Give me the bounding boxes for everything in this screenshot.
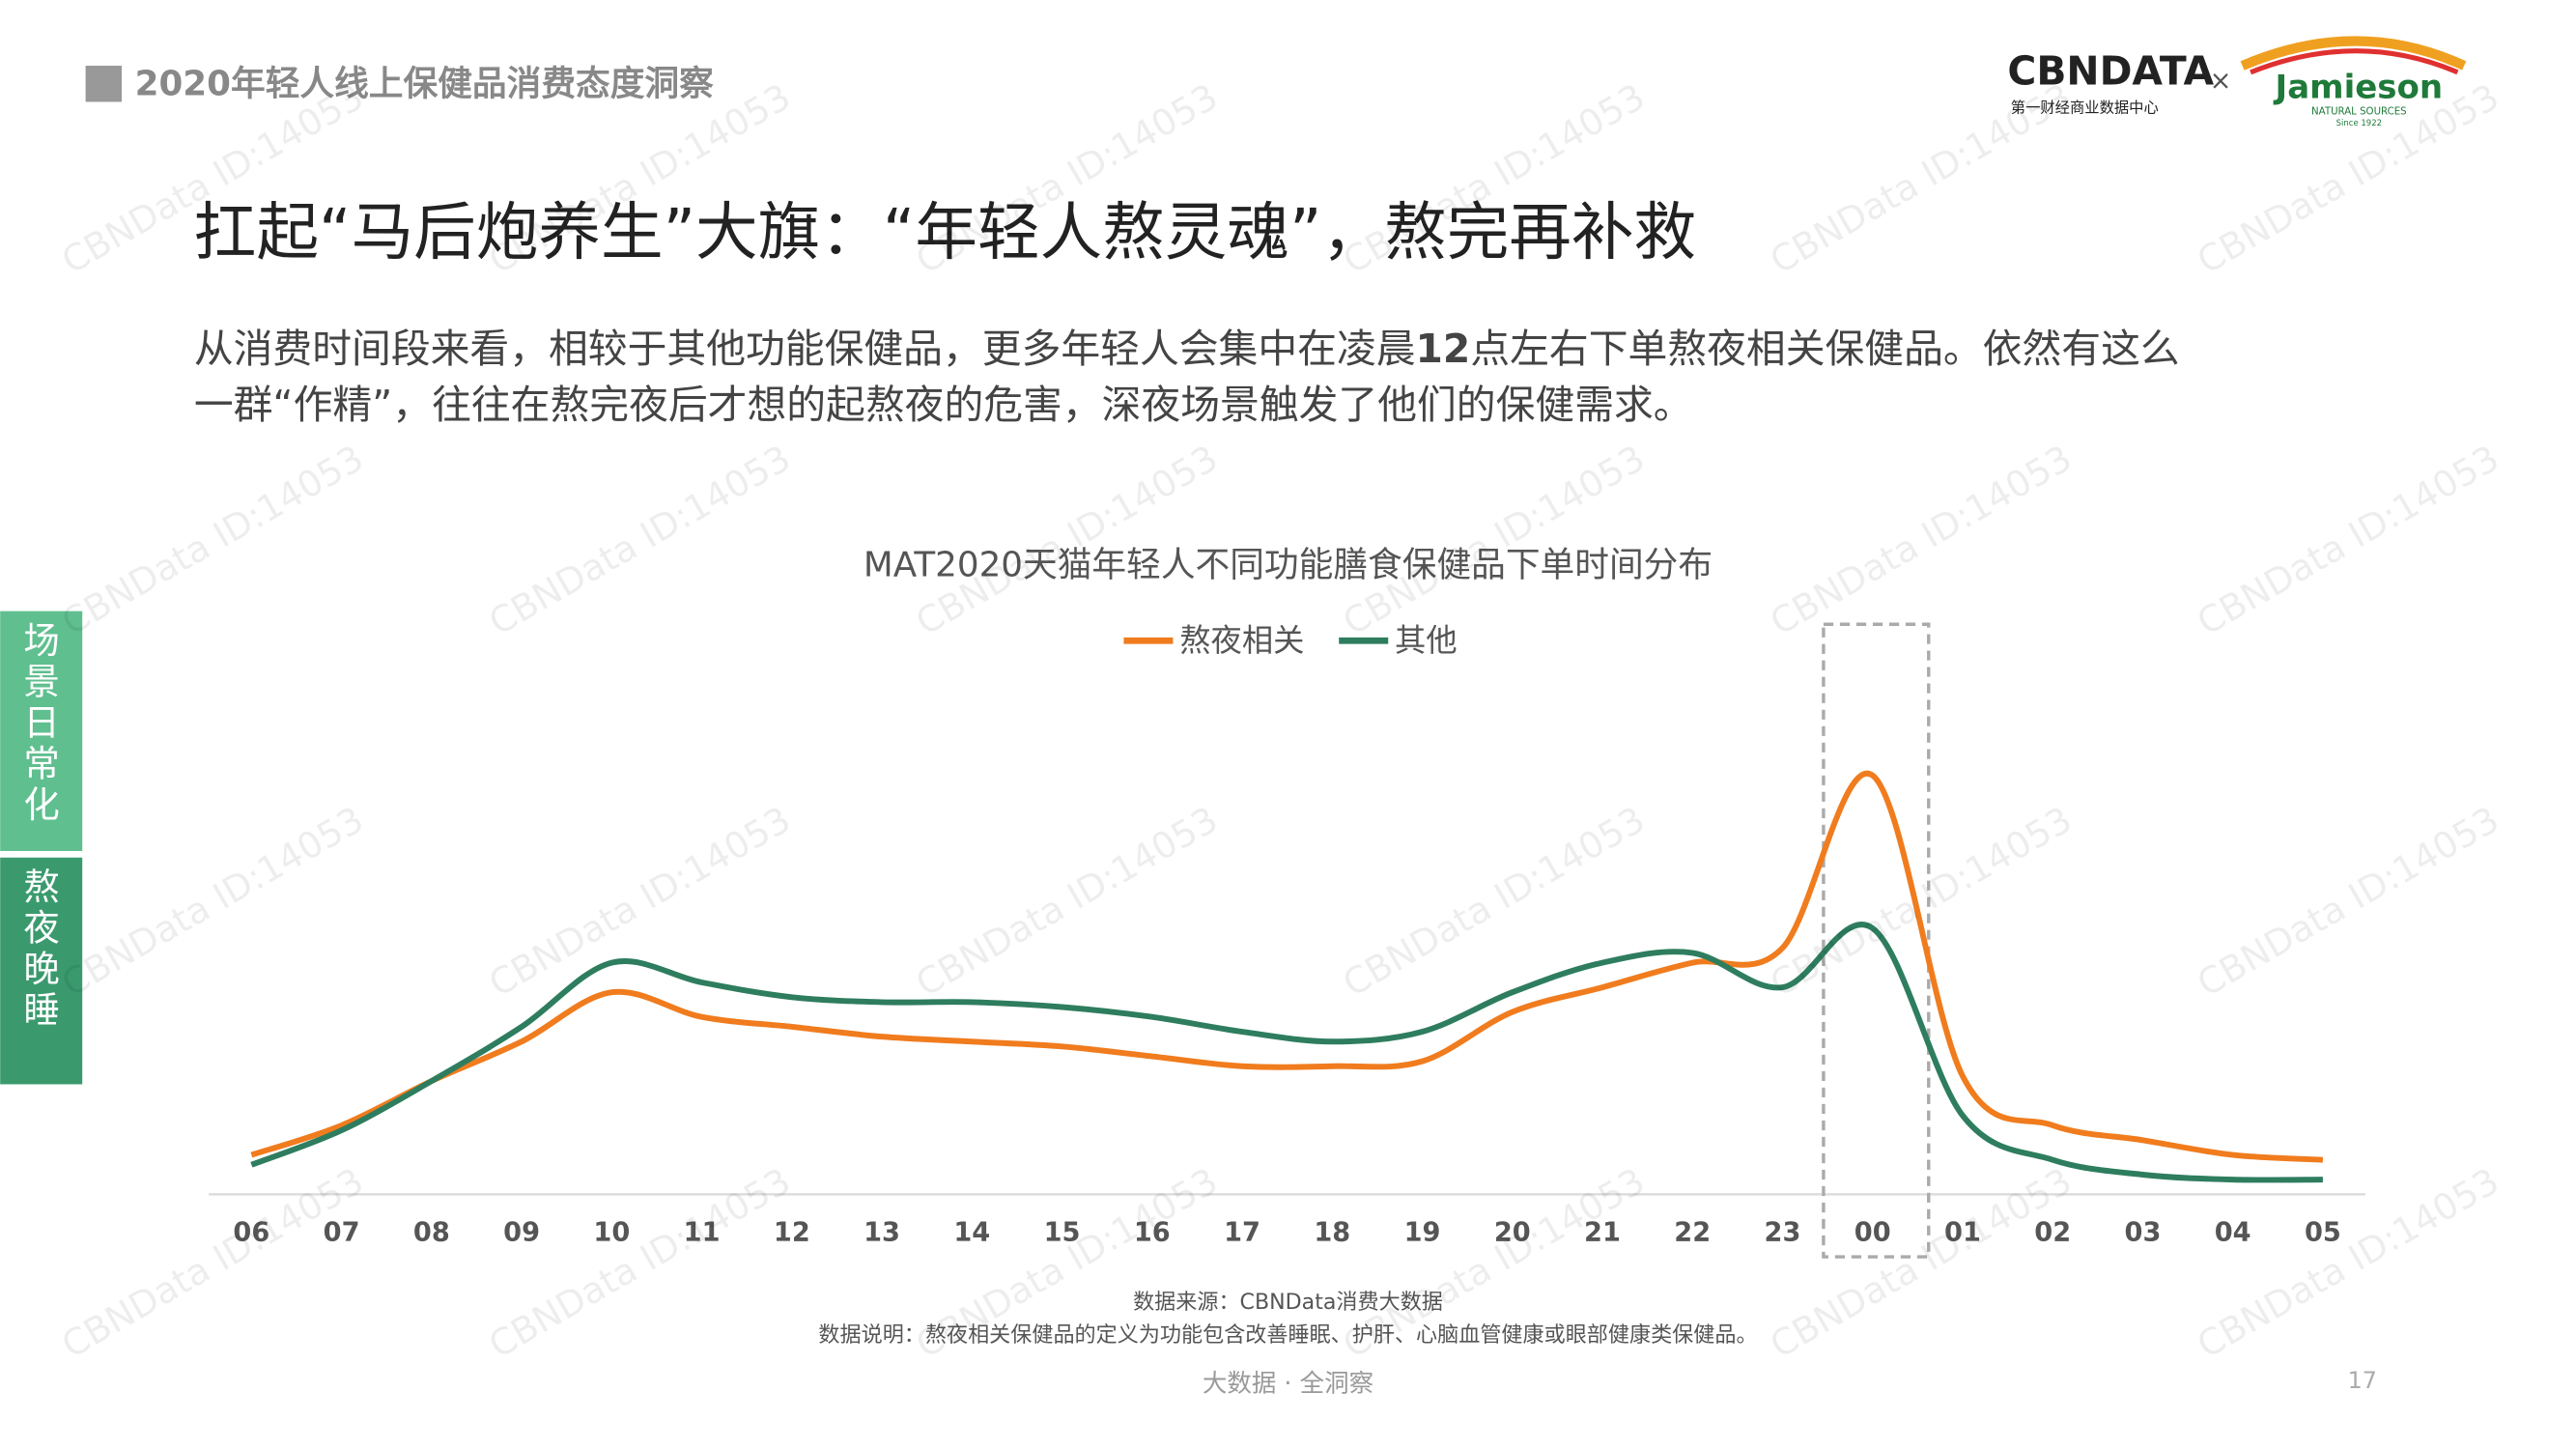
- logo-arc: [2250, 48, 2459, 75]
- x-tick-label: 19: [1404, 1218, 1441, 1248]
- subtitle-bold: 12: [1416, 326, 1471, 372]
- legend-label: 熬夜相关: [1179, 622, 1304, 659]
- x-tick-label: 17: [1224, 1218, 1260, 1248]
- watermark: CBNData ID:14053: [482, 1159, 798, 1366]
- line: [250, 770, 2324, 1163]
- watermark: CBNData ID:14053: [1763, 798, 2079, 1005]
- x-tick-label: 02: [2034, 1218, 2071, 1248]
- x-tick-label: 23: [1765, 1218, 1801, 1248]
- chart-title: MAT2020天猫年轻人不同功能膳食保健品下单时间分布: [863, 546, 1713, 585]
- partner-since: Since 1922: [2336, 119, 2382, 128]
- x-tick-label: 06: [233, 1218, 269, 1248]
- watermark: CBNData ID:14053: [909, 437, 1225, 643]
- subtitle: 一群“作精”，往往在熬完夜后才想的起熬夜的危害，深夜场景触发了他们的保健需求。: [194, 382, 1693, 428]
- title: 扛起“马后炮养生”大旗：“年轻人熬灵魂”，熬完再补救: [194, 196, 1696, 269]
- subtitle: 从消费时间段来看，相较于其他功能保健品，更多年轻人会集中在凌晨12点左右下单熬夜…: [194, 326, 2180, 372]
- line: [250, 922, 2323, 1183]
- source: 数据来源：CBNData消费大数据: [1133, 1290, 1443, 1315]
- x-tick-label: 03: [2125, 1218, 2162, 1248]
- plot: 06 07 08 09 10 11 12 13 14 15 16 17 18 19 20 21 22 23 00 01…: [233, 622, 2340, 1248]
- x-tick-label: 04: [2215, 1218, 2251, 1248]
- watermark: CBNData ID:14053: [54, 798, 370, 1005]
- highlight-box: [1822, 622, 1931, 1259]
- x-tick-label: 21: [1584, 1218, 1621, 1248]
- x-tick-label: 09: [503, 1218, 540, 1248]
- x-tick-label: 05: [2305, 1218, 2341, 1248]
- side-tab-label: 场景日常化: [17, 621, 60, 827]
- watermark: CBNData ID:14053: [2190, 798, 2505, 1005]
- x-tick-label: 18: [1314, 1218, 1350, 1248]
- watermark: CBNData ID:14053: [54, 437, 370, 643]
- watermark: CBNData ID:14053: [2190, 437, 2505, 643]
- x-tick-label: 16: [1134, 1218, 1171, 1248]
- watermark: CBNData ID:14053: [2190, 1159, 2505, 1366]
- watermark: CBNData ID:14053: [1763, 437, 2079, 643]
- watermark: CBNData ID:14053: [1763, 1159, 2079, 1366]
- x-tick-label: 10: [593, 1218, 630, 1248]
- logo-sub: 第一财经商业数据中心: [2011, 99, 2159, 117]
- x-tick-label: 15: [1044, 1218, 1081, 1248]
- x-tick-label: 07: [324, 1218, 360, 1248]
- watermark: CBNData ID:14053: [54, 1159, 370, 1366]
- watermark: CBNData ID:14053: [1336, 798, 1652, 1005]
- subtitle-text: 点左右下单熬夜相关保健品。依然有这么: [1470, 326, 2179, 372]
- x-tick-label: 14: [953, 1218, 990, 1248]
- logo-cross: ×: [2210, 67, 2232, 97]
- note: 数据说明：熬夜相关保健品的定义为功能包含改善睡眠、护肝、心脑血管健康或眼部健康类…: [818, 1322, 1757, 1348]
- legend-label: 其他: [1395, 622, 1458, 659]
- watermark: CBNData ID:14053: [482, 798, 798, 1005]
- x-tick-label: 11: [684, 1218, 721, 1248]
- x-tick-label: 12: [774, 1218, 810, 1248]
- x-tick-label: 08: [413, 1218, 450, 1248]
- watermark: CBNData ID:14053: [909, 798, 1225, 1005]
- x-tick-label: 20: [1494, 1218, 1531, 1248]
- partner-logo: Jamieson: [2274, 68, 2444, 106]
- side-tab: [0, 857, 83, 1085]
- page-number: 17: [2348, 1367, 2377, 1394]
- footer: 大数据 · 全洞察: [1203, 1370, 1373, 1399]
- watermark: CBNData ID:14053: [1336, 437, 1652, 643]
- header-icon: [85, 66, 123, 102]
- x-tick-label: 22: [1674, 1218, 1711, 1248]
- x-tick-label: 01: [1944, 1218, 1981, 1248]
- logo-arc: [2240, 36, 2467, 71]
- x-tick-label: 00: [1854, 1218, 1891, 1248]
- side-tab: [0, 611, 83, 851]
- x-tick-label: 13: [863, 1218, 900, 1248]
- side-tab-label: 熬夜晚睡: [17, 867, 60, 1032]
- logo: CBNDATA: [2007, 48, 2214, 95]
- section-title: 2020年轻人线上保健品消费态度洞察: [135, 64, 715, 103]
- watermark: CBNData ID:14053: [1763, 75, 2079, 282]
- subtitle-text: 从消费时间段来看，相较于其他功能保健品，更多年轻人会集中在凌晨: [194, 326, 1416, 372]
- partner-sub: NATURAL SOURCES: [2311, 107, 2407, 118]
- watermark: CBNData ID:14053: [482, 437, 798, 643]
